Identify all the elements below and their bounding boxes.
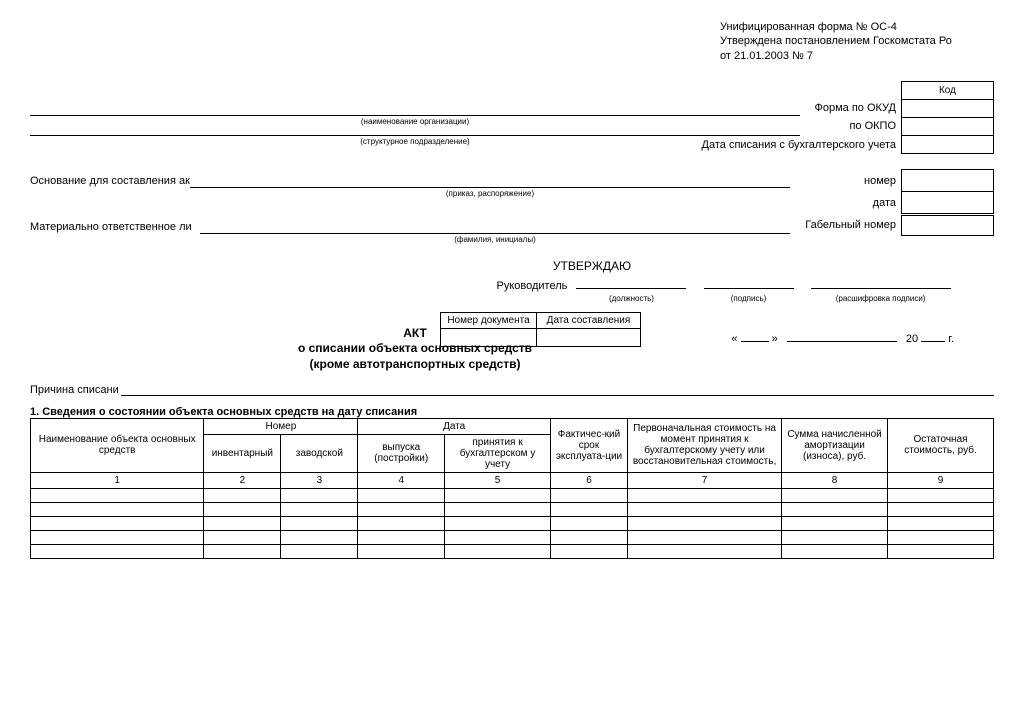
col-3: 3	[281, 472, 358, 488]
th-first: Первоначальная стоимость на момент приня…	[628, 418, 782, 472]
lbl-okud: Форма по ОКУД	[815, 102, 897, 114]
lbl-approve: УТВЕРЖДАЮ	[190, 259, 994, 273]
lbl-head: Руководитель	[497, 280, 568, 292]
th-name: Наименование объекта основных средств	[31, 418, 204, 472]
title1: о списании объекта основных средств	[260, 341, 570, 357]
q1: «	[731, 333, 737, 345]
cell-okud-val[interactable]	[902, 99, 994, 117]
lbl-reason: Причина списани	[30, 384, 119, 396]
title2: (кроме автотранспортных средств)	[260, 357, 570, 373]
dept-line[interactable]	[30, 135, 800, 136]
col-5: 5	[445, 472, 551, 488]
day-slot[interactable]	[741, 328, 769, 342]
slot-sign[interactable]	[704, 275, 794, 289]
form-line1: Унифицированная форма № ОС-4	[720, 20, 994, 34]
col-9: 9	[888, 472, 994, 488]
col-4: 4	[358, 472, 445, 488]
cap-sign: (подпись)	[704, 294, 794, 303]
y20: 20	[906, 333, 918, 345]
col-2: 2	[204, 472, 281, 488]
th-inv: инвентарный	[204, 434, 281, 472]
cell-kod: Код	[902, 81, 994, 99]
th-amort: Сумма начисленной амортизации (износа), …	[782, 418, 888, 472]
lbl-mol: Материально ответственное ли	[30, 221, 192, 233]
year-slot[interactable]	[921, 328, 945, 342]
date-quote: « » 20 г.	[731, 328, 954, 345]
col-1: 1	[31, 472, 204, 488]
cap-order: (приказ, распоряжение)	[190, 189, 790, 198]
th-d1: выпуска (постройки)	[358, 434, 445, 472]
slot-position[interactable]	[576, 275, 686, 289]
basis-line[interactable]	[190, 187, 790, 188]
form-line2: Утверждена постановлением Госкомстата Ро	[720, 34, 994, 48]
th-zav: заводской	[281, 434, 358, 472]
lbl-tabel: Габельный номер	[805, 219, 896, 231]
cell-okpo-val[interactable]	[902, 117, 994, 135]
th-ost: Остаточная стоимость, руб.	[888, 418, 994, 472]
mol-line[interactable]	[200, 233, 790, 234]
lbl-nomer: номер	[864, 175, 896, 187]
cap-fio: (фамилия, инициалы)	[200, 235, 790, 244]
tabel-code-table	[901, 215, 994, 236]
q2: »	[772, 333, 778, 345]
cap-dept: (структурное подразделение)	[30, 137, 800, 146]
slot-decode[interactable]	[811, 275, 951, 289]
basis-row: номер дата Основание для составления ак …	[30, 195, 994, 221]
mol-row: Габельный номер Материально ответственно…	[30, 221, 994, 251]
cell-tabel[interactable]	[902, 215, 994, 235]
main-table: Наименование объекта основных средств Но…	[30, 418, 994, 559]
col-8: 8	[782, 472, 888, 488]
org-line[interactable]	[30, 115, 800, 116]
approve-block: УТВЕРЖДАЮ Руководитель (должность) (подп…	[30, 259, 994, 304]
th-date: Дата	[358, 418, 551, 434]
yg: г.	[948, 333, 954, 345]
cell-writeoff-val[interactable]	[902, 135, 994, 153]
lbl-data: дата	[873, 197, 896, 209]
reason-line[interactable]	[121, 395, 994, 396]
month-slot[interactable]	[787, 328, 897, 342]
basis-code-table	[901, 169, 994, 214]
cell-data[interactable]	[902, 191, 994, 213]
form-header: Унифицированная форма № ОС-4 Утверждена …	[720, 20, 994, 63]
title-block: Номер документаДата составления « » 20 г…	[30, 308, 994, 378]
title-akt: АКТ	[260, 326, 570, 342]
cap-position: (должность)	[576, 294, 686, 303]
cap-decode: (расшифровка подписи)	[811, 294, 951, 303]
section1-heading: 1. Сведения о состоянии объекта основных…	[30, 406, 994, 418]
lbl-basis: Основание для составления ак	[30, 175, 190, 187]
cap-org: (наименование организации)	[30, 117, 800, 126]
col-6: 6	[550, 472, 627, 488]
th-fact: Фактичес-кий срок эксплуата-ции	[550, 418, 627, 472]
th-d2: принятия к бухгалтерском у учету	[445, 434, 551, 472]
reason-row: Причина списани	[30, 384, 994, 396]
th-num: Номер	[204, 418, 358, 434]
form-line3: от 21.01.2003 № 7	[720, 49, 994, 63]
code-table: Код	[901, 81, 994, 154]
cell-nomer[interactable]	[902, 169, 994, 191]
lbl-okpo: по ОКПО	[849, 120, 896, 132]
col-7: 7	[628, 472, 782, 488]
